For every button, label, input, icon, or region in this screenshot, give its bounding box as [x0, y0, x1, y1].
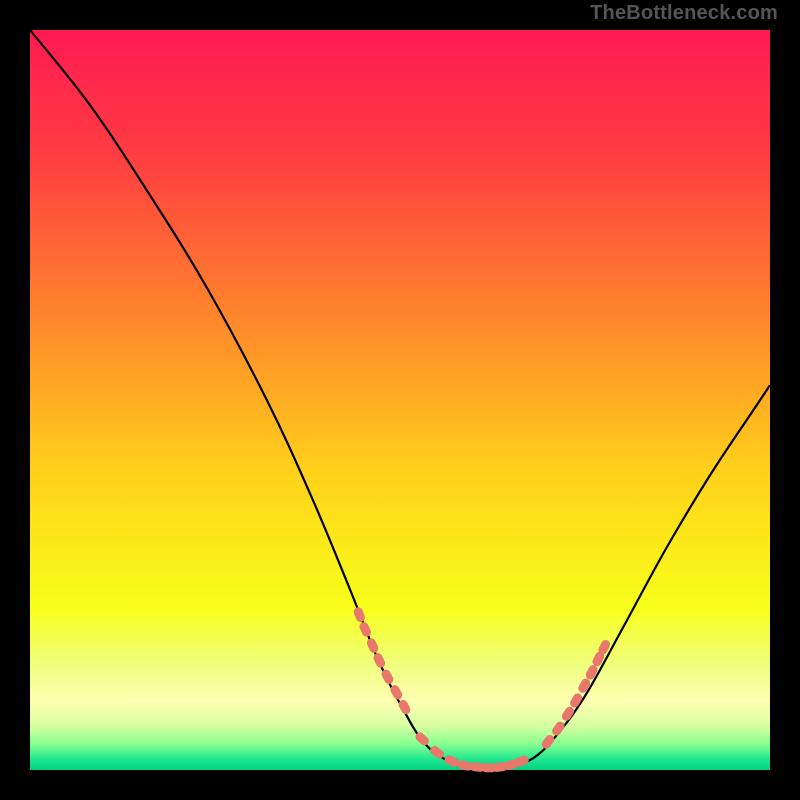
watermark-text: TheBottleneck.com	[590, 2, 778, 25]
bottleneck-curve-chart	[0, 0, 800, 800]
chart-container: TheBottleneck.com	[0, 0, 800, 800]
plot-background	[30, 30, 770, 770]
